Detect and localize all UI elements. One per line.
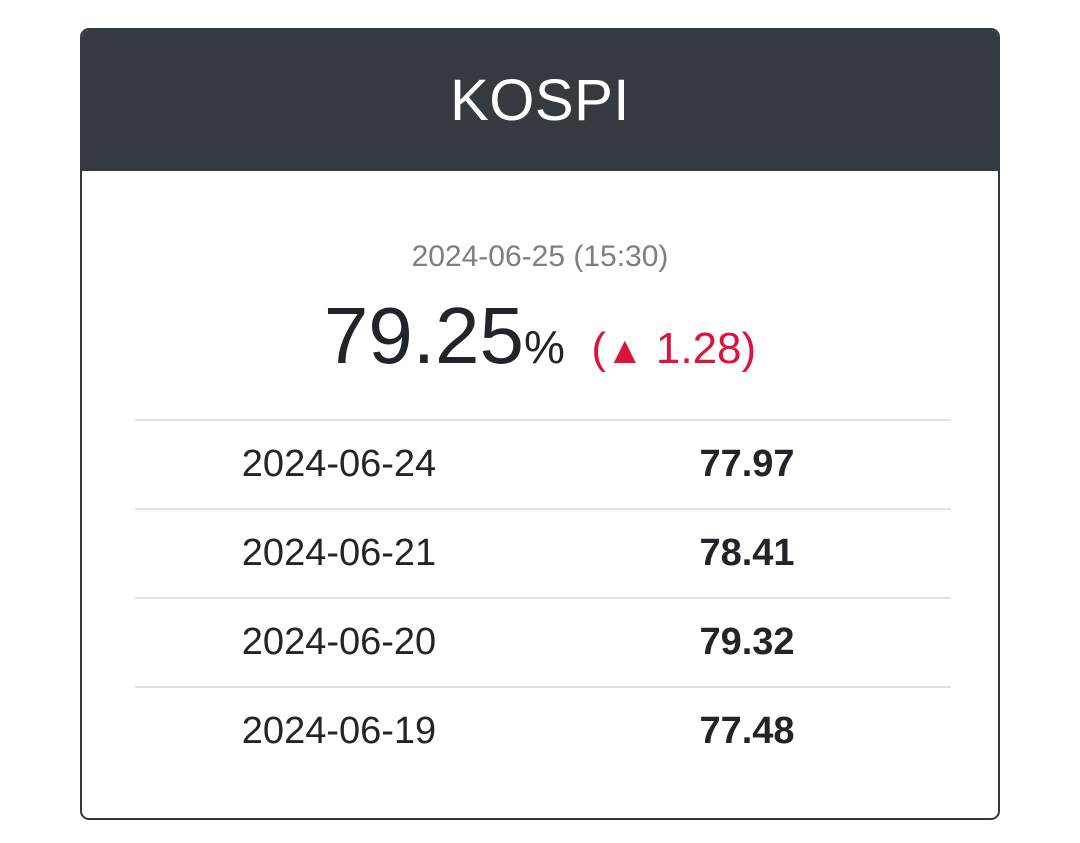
change-close-paren: ): [741, 324, 757, 373]
history-date: 2024-06-20: [241, 621, 437, 663]
history-date: 2024-06-19: [241, 710, 437, 752]
current-unit: %: [524, 321, 565, 373]
history-date: 2024-06-21: [241, 532, 437, 574]
change-open-paren: (: [591, 324, 607, 373]
up-arrow-icon: ▲: [606, 330, 644, 372]
card-header: KOSPI: [82, 30, 998, 171]
history-row: 2024-06-20 79.32: [135, 597, 951, 686]
history-table: 2024-06-24 77.97 2024-06-21 78.41 2024-0…: [135, 419, 951, 775]
card-title: KOSPI: [450, 68, 630, 133]
history-value: 77.97: [699, 443, 795, 485]
change-value: 1.28: [655, 324, 742, 373]
change-indicator: (▲ 1.28): [591, 324, 756, 373]
history-value: 78.41: [699, 532, 795, 574]
history-row: 2024-06-24 77.97: [135, 419, 951, 508]
history-value: 77.48: [699, 710, 795, 752]
history-row: 2024-06-21 78.41: [135, 508, 951, 597]
current-value: 79.25: [323, 291, 525, 380]
timestamp: 2024-06-25 (15:30): [411, 240, 669, 273]
history-date: 2024-06-24: [241, 443, 437, 485]
history-value: 79.32: [699, 621, 795, 663]
current-value-line: 79.25% (▲ 1.28): [82, 290, 998, 382]
history-row: 2024-06-19 77.48: [135, 686, 951, 775]
kospi-card: KOSPI 2024-06-25 (15:30) 79.25% (▲ 1.28)…: [80, 28, 1000, 820]
